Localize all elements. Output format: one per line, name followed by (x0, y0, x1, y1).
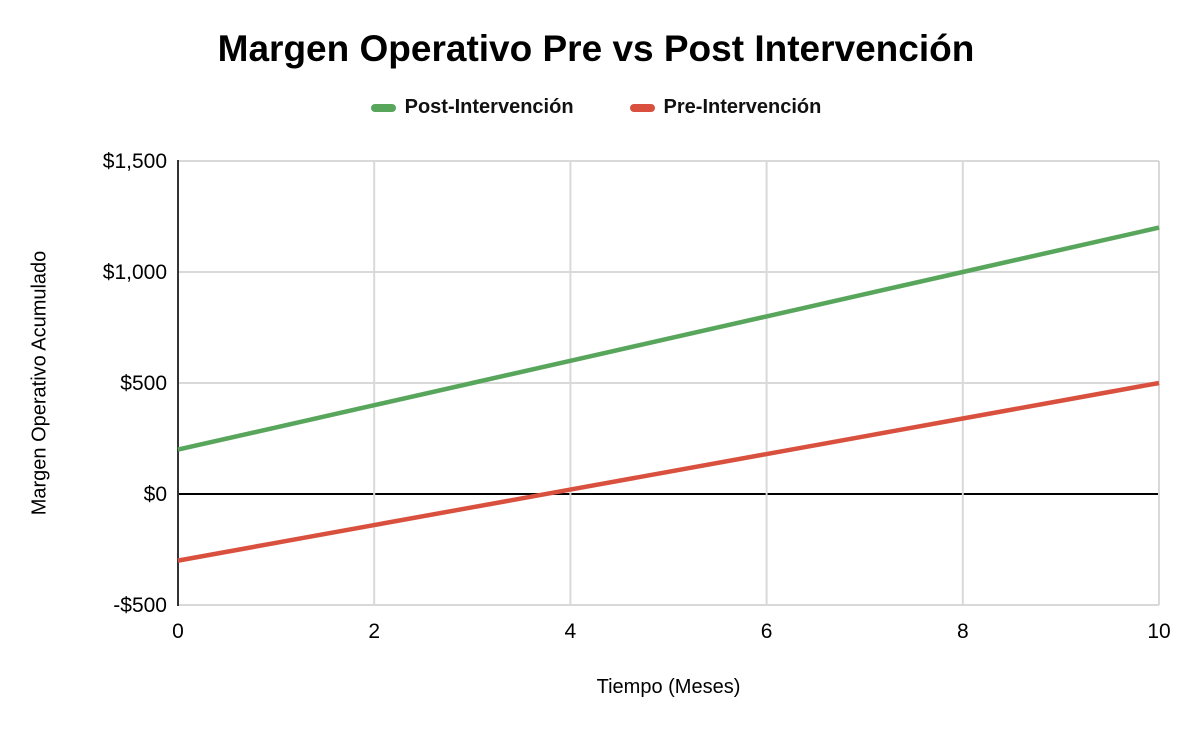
svg-text:10: 10 (1147, 620, 1170, 643)
legend-label-post: Post-Intervención (404, 96, 574, 118)
svg-text:$1,500: $1,500 (103, 150, 167, 173)
legend: Post-Intervención Pre-Intervención (0, 96, 1192, 119)
svg-text:$0: $0 (144, 483, 167, 506)
legend-swatch-pre-icon (629, 103, 655, 112)
legend-label-pre: Pre-Intervención (663, 96, 822, 118)
svg-text:6: 6 (761, 620, 773, 643)
svg-text:-$500: -$500 (113, 594, 167, 617)
y-axis-title-text: Margen Operativo Acumulado (28, 250, 51, 516)
legend-item-post-intervencion: Post-Intervención (370, 96, 574, 119)
svg-text:8: 8 (957, 620, 969, 643)
legend-swatch-post-icon (370, 103, 396, 112)
chart-title: Margen Operativo Pre vs Post Intervenció… (217, 28, 975, 69)
svg-text:$500: $500 (120, 372, 167, 395)
svg-text:$1,000: $1,000 (103, 261, 167, 284)
svg-text:2: 2 (368, 620, 380, 643)
x-axis-title: Tiempo (Meses) (596, 676, 741, 698)
svg-text:4: 4 (565, 620, 577, 643)
svg-text:0: 0 (172, 620, 184, 643)
legend-item-pre-intervencion: Pre-Intervención (629, 96, 822, 119)
